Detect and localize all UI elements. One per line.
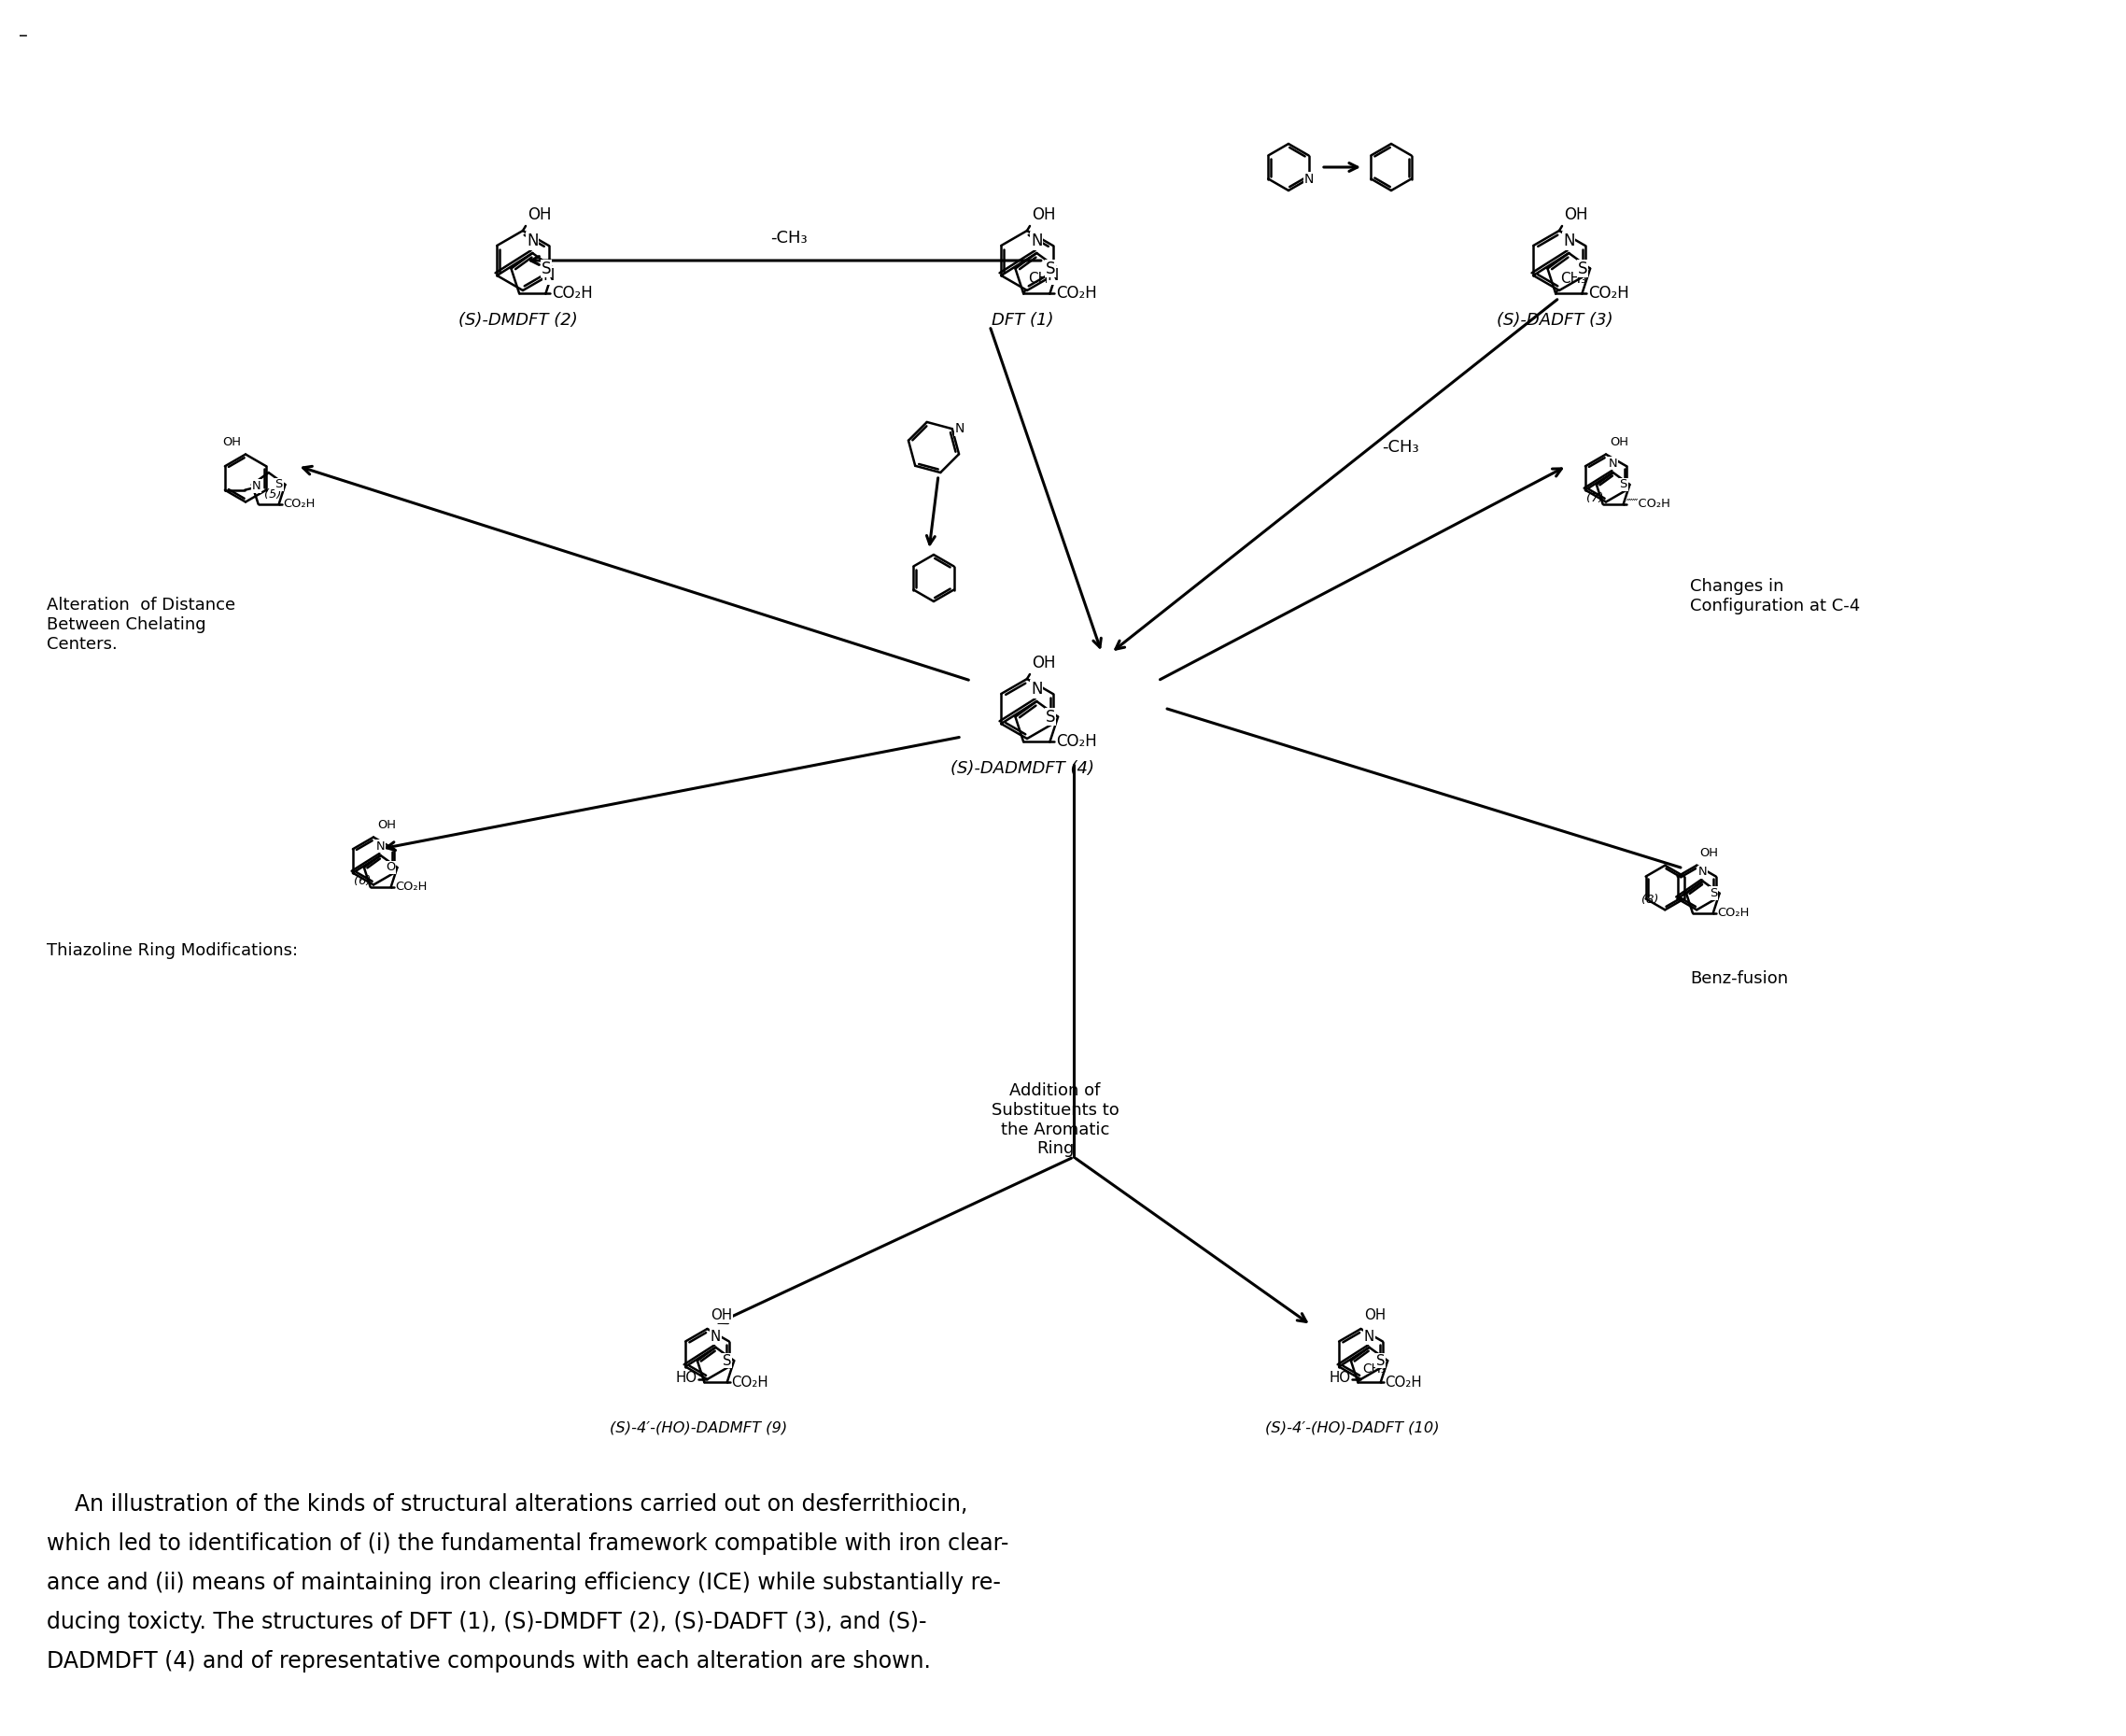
Text: Benz-fusion: Benz-fusion <box>1690 970 1788 988</box>
Text: N: N <box>1031 233 1042 250</box>
Text: -CH₃: -CH₃ <box>1382 439 1418 457</box>
Text: DFT (1): DFT (1) <box>991 312 1054 328</box>
Text: N: N <box>1609 457 1618 469</box>
Text: ‴‴CO₂H: ‴‴CO₂H <box>1626 498 1671 510</box>
Text: S: S <box>1046 260 1054 278</box>
Text: S: S <box>1577 260 1588 278</box>
Text: (5): (5) <box>264 488 281 500</box>
Text: N: N <box>253 479 261 491</box>
Text: (7): (7) <box>1586 491 1603 503</box>
Text: DADMDFT (4) and of representative compounds with each alteration are shown.: DADMDFT (4) and of representative compou… <box>47 1651 931 1672</box>
Text: N: N <box>1699 866 1707 878</box>
Text: N: N <box>1563 233 1575 250</box>
Text: OH: OH <box>1031 207 1054 224</box>
Text: OH: OH <box>378 819 395 832</box>
Text: HO: HO <box>676 1371 697 1385</box>
Text: CO₂H: CO₂H <box>1384 1375 1422 1389</box>
Text: CO₂H: CO₂H <box>395 880 427 892</box>
Text: OH: OH <box>223 436 242 448</box>
Text: N: N <box>376 840 385 852</box>
Text: S: S <box>1709 887 1718 899</box>
Text: CO₂H: CO₂H <box>553 285 593 302</box>
Text: O: O <box>387 861 395 873</box>
Text: (S)-DADMDFT (4): (S)-DADMDFT (4) <box>950 760 1095 778</box>
Text: S: S <box>1620 479 1626 491</box>
Text: N: N <box>955 422 965 436</box>
Text: CH₃: CH₃ <box>1560 273 1586 286</box>
Text: (S)-4′-(HO)-DADMFT (9): (S)-4′-(HO)-DADMFT (9) <box>610 1422 789 1436</box>
Text: -CH₃: -CH₃ <box>770 229 808 247</box>
Text: ducing toxicty. The structures of DFT (1), (S)-DMDFT (2), (S)-DADFT (3), and (S): ducing toxicty. The structures of DFT (1… <box>47 1611 927 1634</box>
Text: (8): (8) <box>1641 894 1658 906</box>
Text: N: N <box>1031 681 1042 698</box>
Text: Alteration  of Distance
Between Chelating
Centers.: Alteration of Distance Between Chelating… <box>47 597 236 653</box>
Text: Changes in
Configuration at C‑4: Changes in Configuration at C‑4 <box>1690 578 1860 615</box>
Text: N: N <box>1048 267 1059 285</box>
Text: N: N <box>1365 1330 1376 1344</box>
Text: An illustration of the kinds of structural alterations carried out on desferrith: An illustration of the kinds of structur… <box>47 1493 967 1516</box>
Text: CO₂H: CO₂H <box>1718 906 1750 918</box>
Text: (S)-DMDFT (2): (S)-DMDFT (2) <box>459 312 578 328</box>
Text: (S)-4′-(HO)-DADFT (10): (S)-4′-(HO)-DADFT (10) <box>1265 1422 1439 1436</box>
Text: –: – <box>19 28 28 45</box>
Text: OH: OH <box>710 1309 731 1323</box>
Text: OH: OH <box>1031 654 1054 672</box>
Text: CH₃: CH₃ <box>1029 273 1054 286</box>
Text: N: N <box>542 267 555 285</box>
Text: OH: OH <box>527 207 551 224</box>
Text: CO₂H: CO₂H <box>731 1375 767 1389</box>
Text: CH₃: CH₃ <box>1363 1363 1386 1375</box>
Text: which led to identification of (i) the fundamental framework compatible with iro: which led to identification of (i) the f… <box>47 1533 1008 1555</box>
Text: HO: HO <box>1329 1371 1350 1385</box>
Text: N: N <box>527 233 538 250</box>
Text: S: S <box>274 479 283 491</box>
Text: OH: OH <box>1365 1309 1386 1323</box>
Text: OH: OH <box>1701 847 1718 859</box>
Text: (6): (6) <box>353 875 370 887</box>
Text: S: S <box>542 260 551 278</box>
Text: OH: OH <box>1609 436 1629 448</box>
Text: ance and (ii) means of maintaining iron clearing efficiency (ICE) while substant: ance and (ii) means of maintaining iron … <box>47 1571 1001 1594</box>
Text: CO₂H: CO₂H <box>1588 285 1629 302</box>
Text: N: N <box>710 1330 721 1344</box>
Text: CO₂H: CO₂H <box>1057 733 1097 750</box>
Text: OH: OH <box>1565 207 1588 224</box>
Text: Addition of
Substituents to
the Aromatic
Ring: Addition of Substituents to the Aromatic… <box>991 1082 1118 1158</box>
Text: CO₂H: CO₂H <box>1057 285 1097 302</box>
Text: CO₂H: CO₂H <box>283 498 315 510</box>
Text: N: N <box>1303 172 1314 186</box>
Text: S: S <box>723 1354 731 1368</box>
Text: S: S <box>1046 708 1054 726</box>
Text: S: S <box>1376 1354 1386 1368</box>
Text: (S)-DADFT (3): (S)-DADFT (3) <box>1497 312 1614 328</box>
Text: Thiazoline Ring Modifications:: Thiazoline Ring Modifications: <box>47 943 298 958</box>
